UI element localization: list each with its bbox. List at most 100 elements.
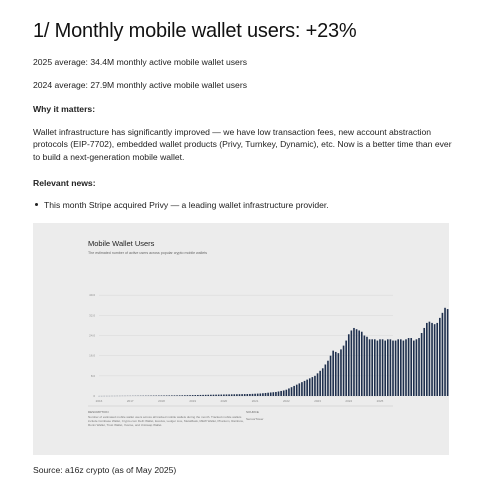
chart-card: Mobile Wallet Users The estimated number… [33,223,462,455]
x-tick-label: 2024 [345,399,352,403]
y-tick-label: 8.0 [91,374,96,378]
bar [220,394,223,396]
bar [428,321,431,396]
news-item: This month Stripe acquired Privy — a lea… [33,200,329,210]
y-tick-label: 16.0 [89,354,95,358]
bar [329,355,332,396]
bar [420,333,423,396]
bar [321,368,324,396]
bar [184,395,186,396]
bar [311,377,314,396]
bar [314,375,316,396]
bullet-icon [35,203,38,207]
stat-2025: 2025 average: 34.4M monthly active mobil… [33,57,248,67]
bar [363,335,366,396]
bar [290,387,293,396]
bar [355,329,358,396]
bar [233,394,236,396]
bar [303,380,306,396]
bar [332,350,334,396]
bar [386,339,389,396]
bar [366,336,368,396]
bar [197,394,199,396]
bar [269,392,272,396]
x-tick-label: 2022 [283,399,290,403]
chart-y-ticks: 0 8.0 16.0 24.0 32.0 40.0 [89,293,95,398]
bar [319,370,321,396]
bar [347,334,350,396]
bar [288,388,290,396]
bar [423,327,426,396]
bar [225,394,228,396]
bar [340,349,342,396]
bar [308,378,311,396]
bar [431,322,433,396]
bar [223,394,225,396]
bar [337,353,340,396]
bar [327,360,329,396]
bar [397,339,400,396]
bar [171,395,173,396]
x-tick-label: 2023 [314,399,321,403]
bar [199,394,202,396]
x-tick-label: 2019 [189,399,196,403]
bar [176,395,178,396]
bar [371,339,373,396]
bar [217,394,220,396]
bar [204,394,207,396]
chart-description-box: Number of estimated mobile wallet users … [88,415,244,427]
bar [272,392,275,396]
stat-2024: 2024 average: 27.9M monthly active mobil… [33,80,248,90]
bar [418,338,420,396]
bar [410,338,413,396]
bar [358,330,360,396]
chart-source-text: SensorTower [246,417,264,421]
bar [285,389,288,396]
bar [191,395,194,396]
bar [360,331,363,396]
why-body: Wallet infrastructure has significantly … [33,127,452,162]
bar [212,394,215,396]
bar [238,394,241,396]
bar [277,391,280,396]
x-tick-label: 2025 [377,399,384,403]
source-note: Source: a16z crypto (as of May 2025) [33,465,177,475]
bar [267,392,269,396]
mobile-wallet-users-chart: Mobile Wallet Users The estimated number… [88,239,462,427]
bar [168,395,171,396]
bar [436,322,439,396]
bar [334,351,337,396]
bar [241,394,243,396]
chart-description-label: DESCRIPTION [88,410,109,414]
y-tick-label: 24.0 [89,334,95,338]
bar [186,395,189,396]
bar [178,395,181,396]
bar [394,340,397,396]
chart-subtitle: The estimated number of active users acr… [88,251,207,255]
bar [181,395,184,396]
news-item-text: This month Stripe acquired Privy — a lea… [44,200,329,210]
bar [293,385,295,396]
bar [280,390,282,396]
bar [415,339,418,396]
bar [215,394,217,396]
bar [376,340,379,396]
bar [210,394,212,396]
bar [426,322,428,396]
chart-title: Mobile Wallet Users [88,239,155,248]
bar [399,339,402,396]
bar [373,339,376,396]
bar [413,340,415,396]
bar [189,395,191,396]
bar [405,339,407,396]
bar [298,383,301,396]
bar [163,395,165,396]
bar [230,394,233,396]
y-tick-label: 40.0 [89,293,95,297]
bar [446,309,449,396]
news-heading: Relevant news: [33,178,96,188]
bar [173,395,176,396]
bar [384,340,386,396]
y-tick-label: 32.0 [89,313,95,317]
bar [249,393,251,396]
